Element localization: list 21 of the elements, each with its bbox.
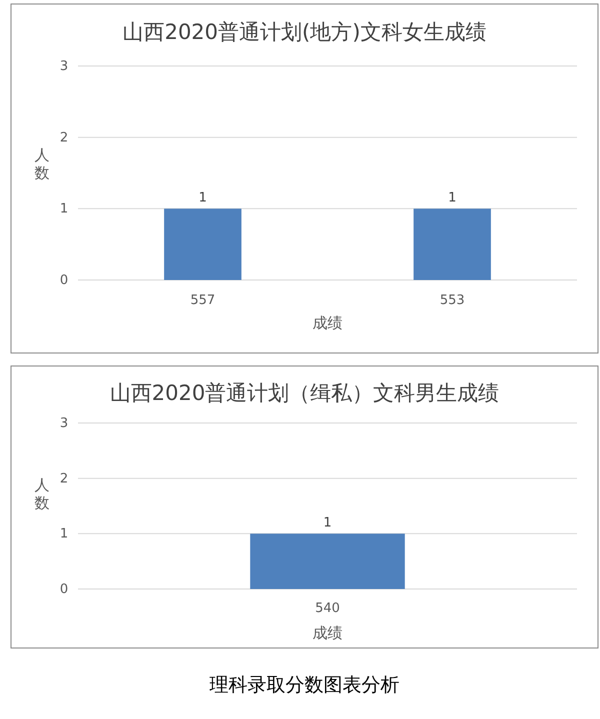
- x-axis-title: 成绩: [312, 314, 342, 332]
- y-tick-label: 2: [60, 130, 68, 146]
- data-label: 1: [198, 190, 207, 206]
- y-tick-label: 3: [60, 416, 68, 431]
- y-tick-label: 2: [60, 471, 68, 486]
- x-tick-label: 557: [190, 293, 216, 308]
- chart-title: 山西2020普通计划(地方)文科女生成绩: [122, 20, 486, 44]
- data-label: 1: [323, 516, 332, 531]
- y-tick-label: 3: [60, 59, 68, 74]
- chart-title: 山西2020普通计划（缉私）文科男生成绩: [110, 381, 500, 405]
- x-tick-label: 553: [440, 293, 465, 308]
- x-axis-title: 成绩: [312, 624, 342, 642]
- data-label: 1: [448, 190, 456, 206]
- y-tick-label: 1: [60, 202, 68, 217]
- text: 理科录取分数图表分析: [210, 674, 400, 696]
- y-axis-title: 人数: [34, 476, 50, 512]
- y-tick-label: 0: [60, 582, 68, 597]
- x-tick-label: 540: [315, 601, 340, 616]
- y-tick-label: 0: [60, 273, 68, 288]
- y-tick-label: 1: [60, 526, 68, 542]
- y-axis-title: 人数: [34, 146, 50, 182]
